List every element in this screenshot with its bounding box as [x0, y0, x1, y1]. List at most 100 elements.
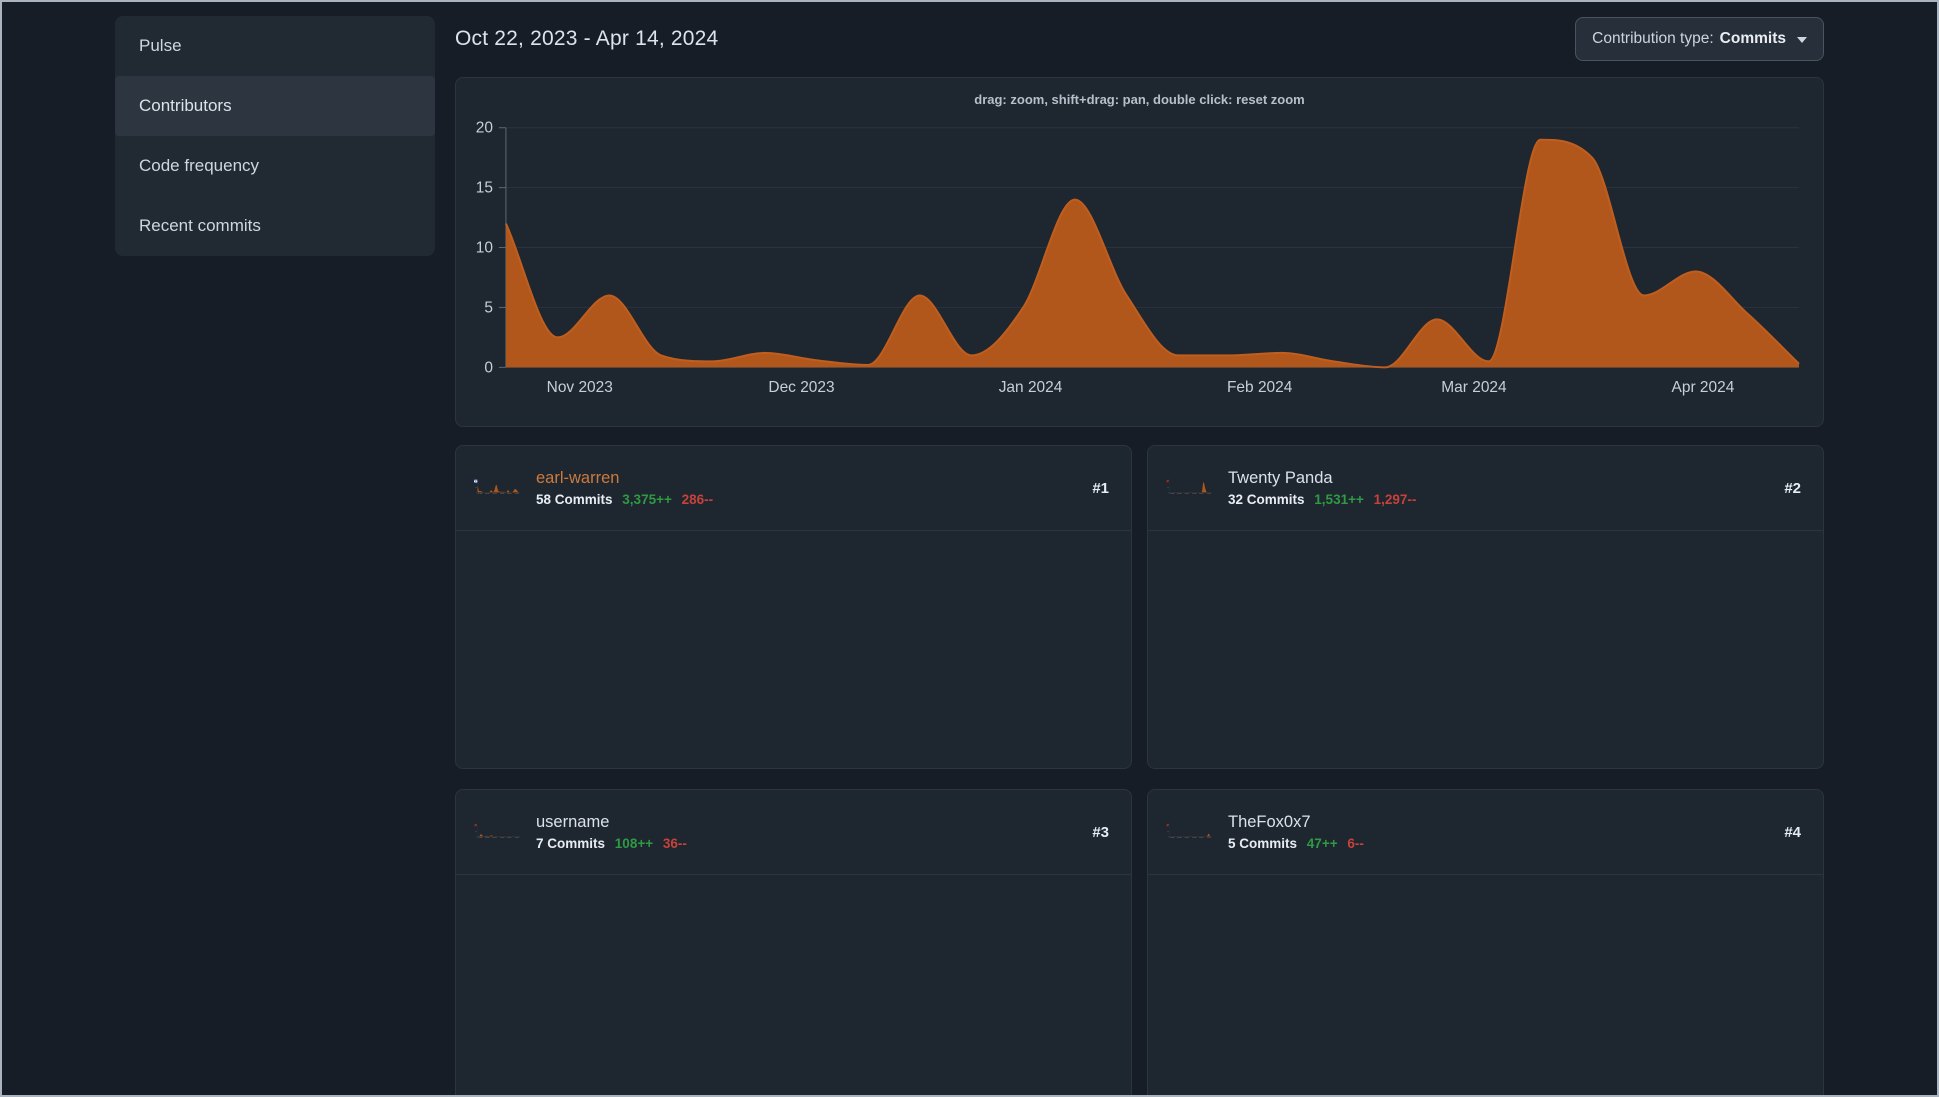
sidebar: Pulse Contributors Code frequency Recent co…	[115, 16, 435, 1095]
svg-text:Mar 2024: Mar 2024	[1199, 836, 1204, 839]
contributor-card: 0 10 20 Nov 2023 Dec 2023 Jan 2024 Feb 2024 Mar…	[1147, 789, 1824, 1097]
contributor-avatar: 0 10 20 Nov 2023 Dec 2023 Jan 2024 Feb 2024 Mar…	[1166, 464, 1214, 512]
contribution-type-dropdown[interactable]: Contribution type: Commits	[1575, 17, 1824, 61]
svg-text:Jan 2024: Jan 2024	[1185, 837, 1190, 839]
svg-text:Mar 2024: Mar 2024	[1199, 492, 1204, 495]
svg-text:Feb 2024: Feb 2024	[500, 837, 505, 839]
svg-text:Dec 2023: Dec 2023	[768, 379, 834, 396]
svg-text:0: 0	[484, 359, 493, 376]
svg-text:Feb 2024: Feb 2024	[1192, 837, 1197, 839]
contributor-deletions: 36--	[662, 836, 687, 851]
contributor-commit-count: 58 Commits	[536, 492, 613, 507]
svg-text:10: 10	[475, 830, 477, 832]
contributor-name: Twenty Panda	[1228, 469, 1333, 487]
contributor-chart-area	[456, 875, 1131, 1097]
contributor-chart-area	[1148, 875, 1823, 1097]
svg-text:Nov 2023: Nov 2023	[547, 379, 613, 396]
contributor-name[interactable]: earl-warren	[536, 469, 620, 487]
sidebar-item-contributors[interactable]: Contributors	[115, 76, 435, 136]
total-commits-chart-card: drag: zoom, shift+drag: pan, double clic…	[455, 77, 1824, 427]
svg-text:Jan 2024: Jan 2024	[999, 379, 1063, 396]
contributor-rank-badge: #2	[1784, 479, 1801, 497]
contributor-stats: 7 Commits 108++ 36--	[536, 836, 1078, 851]
svg-text:20: 20	[475, 481, 477, 483]
contributor-deletions: 286--	[681, 492, 714, 507]
contributor-deletions: 1,297--	[1373, 492, 1417, 507]
svg-text:Nov 2023: Nov 2023	[478, 837, 483, 839]
sidebar-item-recent-commits[interactable]: Recent commits	[139, 216, 261, 235]
contributor-commits-area-chart[interactable]	[456, 531, 1131, 768]
svg-text:20: 20	[1167, 825, 1169, 827]
contributor-avatar: 0 10 20 Nov 2023 Dec 2023 Jan 2024 Feb 2024 Mar…	[474, 464, 522, 512]
contributor-card-header: 0 10 20 Nov 2023 Dec 2023 Jan 2024 Feb 2024 Mar…	[1148, 446, 1823, 531]
svg-text:0: 0	[476, 836, 477, 838]
svg-text:20: 20	[476, 120, 493, 137]
contributor-additions: 108++	[614, 836, 654, 851]
svg-text:Apr 2024: Apr 2024	[1207, 836, 1212, 839]
svg-text:15: 15	[476, 180, 493, 197]
svg-text:10: 10	[476, 240, 493, 257]
sidebar-item-pulse[interactable]: Pulse	[139, 36, 182, 55]
contributor-commit-count: 5 Commits	[1228, 836, 1298, 851]
svg-text:0: 0	[1168, 492, 1169, 494]
contributor-info: username 7 Commits 108++ 36--	[536, 813, 1078, 851]
svg-text:10: 10	[475, 486, 477, 488]
svg-text:5: 5	[484, 299, 493, 316]
contributor-chart-area	[456, 531, 1131, 768]
forgejo-logo-avatar-image: 0 10 20 Nov 2023 Dec 2023 Jan 2024 Feb 2024 Mar…	[1166, 823, 1213, 839]
svg-text:Feb 2024: Feb 2024	[1227, 379, 1293, 396]
contributor-card-header: 0 10 20 Nov 2023 Dec 2023 Jan 2024 Feb 2024 Mar…	[456, 446, 1131, 531]
svg-text:Mar 2024: Mar 2024	[507, 492, 512, 495]
contributor-commits-area-chart[interactable]	[456, 875, 1131, 1097]
contributor-info: TheFox0x7 5 Commits 47++ 6--	[1228, 813, 1770, 851]
svg-text:10: 10	[1167, 486, 1169, 488]
contributor-commits-area-chart[interactable]	[1148, 875, 1823, 1097]
svg-text:Mar 2024: Mar 2024	[507, 836, 512, 839]
contributor-avatar: 0 10 20 Nov 2023 Dec 2023 Jan 2024 Feb 2024 Mar…	[474, 808, 522, 856]
main-content: Oct 22, 2023 - Apr 14, 2024 Contribution…	[455, 16, 1824, 1097]
contributor-card-header: 0 10 20 Nov 2023 Dec 2023 Jan 2024 Feb 2024 Mar…	[456, 790, 1131, 875]
contributor-rank-badge: #3	[1092, 823, 1109, 841]
svg-text:Nov 2023: Nov 2023	[478, 493, 483, 495]
svg-text:20: 20	[1167, 481, 1169, 483]
contributor-additions: 1,531++	[1314, 492, 1364, 507]
svg-text:Feb 2024: Feb 2024	[500, 493, 505, 495]
contributor-card: 0 10 20 Nov 2023 Dec 2023 Jan 2024 Feb 2024 Mar…	[1147, 445, 1824, 769]
svg-text:Dec 2023: Dec 2023	[1177, 837, 1182, 839]
forgejo-logo-avatar-image: 0 10 20 Nov 2023 Dec 2023 Jan 2024 Feb 2024 Mar…	[1166, 479, 1213, 495]
contributor-card-header: 0 10 20 Nov 2023 Dec 2023 Jan 2024 Feb 2024 Mar…	[1148, 790, 1823, 875]
svg-text:Jan 2024: Jan 2024	[1185, 493, 1190, 495]
date-range-title: Oct 22, 2023 - Apr 14, 2024	[455, 27, 719, 50]
contributor-avatar: 0 10 20 Nov 2023 Dec 2023 Jan 2024 Feb 2024 Mar…	[1166, 808, 1214, 856]
svg-text:Jan 2024: Jan 2024	[493, 837, 498, 839]
identicon-avatar-image: 0 10 20 Nov 2023 Dec 2023 Jan 2024 Feb 2024 Mar…	[474, 479, 521, 495]
contributor-stats: 32 Commits 1,531++ 1,297--	[1228, 492, 1770, 507]
contributor-name: username	[536, 813, 610, 831]
svg-text:Dec 2023: Dec 2023	[485, 493, 490, 495]
contributor-stats: 58 Commits 3,375++ 286--	[536, 492, 1078, 507]
contributor-name: TheFox0x7	[1228, 813, 1311, 831]
svg-text:20: 20	[475, 825, 477, 827]
svg-text:Mar 2024: Mar 2024	[1441, 379, 1507, 396]
svg-text:0: 0	[476, 492, 477, 494]
svg-text:Apr 2024: Apr 2024	[1207, 492, 1212, 495]
contributor-cards-grid: 0 10 20 Nov 2023 Dec 2023 Jan 2024 Feb 2024 Mar…	[455, 445, 1824, 1097]
svg-text:Feb 2024: Feb 2024	[1192, 493, 1197, 495]
contributor-commit-count: 7 Commits	[536, 836, 606, 851]
contributor-stats: 5 Commits 47++ 6--	[1228, 836, 1770, 851]
contributor-commits-area-chart[interactable]	[1148, 531, 1823, 768]
contributor-info: earl-warren 58 Commits 3,375++ 286--	[536, 469, 1078, 507]
svg-text:Dec 2023: Dec 2023	[485, 837, 490, 839]
svg-text:Dec 2023: Dec 2023	[1177, 493, 1182, 495]
contributor-rank-badge: #4	[1784, 823, 1801, 841]
contribution-type-label: Contribution type:	[1592, 30, 1714, 47]
forgejo-logo-avatar-image: 0 10 20 Nov 2023 Dec 2023 Jan 2024 Feb 2024 Mar…	[474, 823, 521, 839]
svg-text:Apr 2024: Apr 2024	[515, 492, 520, 495]
sidebar-item-code-frequency[interactable]: Code frequency	[139, 156, 260, 175]
contributor-deletions: 6--	[1347, 836, 1364, 851]
chevron-down-icon	[1797, 37, 1807, 43]
contributor-info: Twenty Panda 32 Commits 1,531++ 1,297--	[1228, 469, 1770, 507]
contributor-card: 0 10 20 Nov 2023 Dec 2023 Jan 2024 Feb 2024 Mar…	[455, 445, 1132, 769]
total-commits-area-chart[interactable]: 0 5 10 15 20 Nov 2023 Dec 2023 Jan 2024 Feb 2024…	[456, 78, 1823, 426]
